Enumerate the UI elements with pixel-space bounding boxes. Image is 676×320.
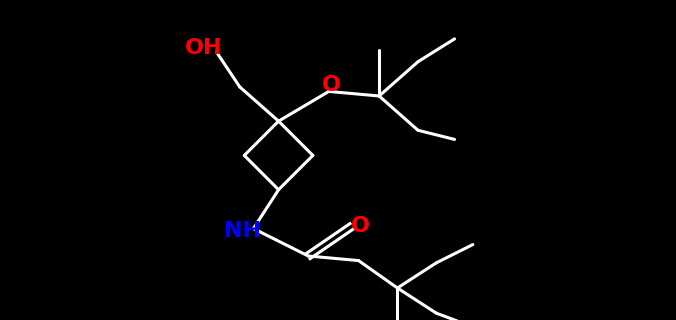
Text: NH: NH xyxy=(224,221,260,241)
Text: O: O xyxy=(352,216,370,236)
Text: OH: OH xyxy=(185,38,222,58)
Text: O: O xyxy=(322,75,341,95)
